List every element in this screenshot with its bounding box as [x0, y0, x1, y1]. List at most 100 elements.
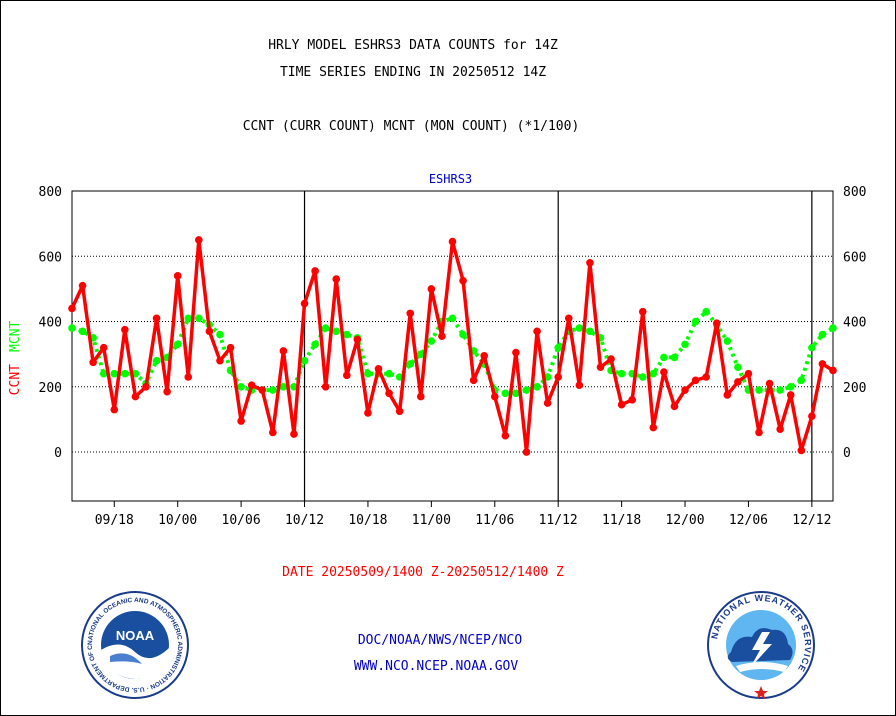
mcnt-series-point: [237, 382, 245, 391]
x-tick-label: 10/06: [222, 513, 261, 528]
ccnt-series-point: [279, 347, 288, 355]
ccnt-series-point: [195, 236, 203, 244]
y-tick-label-right: 600: [843, 250, 866, 265]
y-tick-label-right: 800: [843, 185, 866, 200]
ccnt-series-point: [586, 258, 594, 267]
mcnt-series-point: [681, 340, 689, 349]
mcnt-series-point: [184, 314, 193, 323]
ccnt-series-point: [660, 368, 668, 376]
ccnt-series-point: [776, 425, 784, 434]
ccnt-series-point: [395, 407, 404, 416]
x-tick-label: 10/18: [348, 513, 387, 528]
ccnt-series-point: [247, 381, 256, 389]
mcnt-series-point: [533, 382, 541, 391]
mcnt-series-point: [586, 327, 594, 336]
ccnt-series-point: [226, 343, 235, 352]
mcnt-series-point: [300, 356, 309, 365]
mcnt-series-point: [660, 353, 668, 362]
ccnt-series-point: [734, 378, 742, 386]
mcnt-series-point: [173, 340, 182, 349]
mcnt-series-point: [311, 340, 319, 349]
noaa-logo: NATIONAL OCEANIC AND ATMOSPHERIC ADMINIS…: [80, 590, 189, 699]
ccnt-series-point: [744, 369, 753, 378]
ccnt-series-point: [300, 299, 309, 308]
ccnt-series-point: [702, 373, 710, 381]
ccnt-series-point: [321, 382, 330, 391]
mcnt-series-point: [734, 363, 742, 372]
ccnt-series-point: [152, 314, 161, 323]
mcnt-series-point: [78, 327, 87, 336]
mcnt-series-point: [448, 314, 457, 323]
mcnt-series-point: [99, 369, 108, 378]
mcnt-series-point: [385, 369, 393, 378]
ccnt-series-point: [353, 335, 362, 344]
url-line: WWW.NCO.NCEP.NOAA.GOV: [353, 659, 519, 674]
y-tick-label-right: 400: [843, 316, 866, 331]
ccnt-series-point: [765, 379, 774, 388]
ccnt-series-point: [691, 376, 700, 385]
mcnt-series-point: [755, 386, 763, 394]
mcnt-series-point: [427, 337, 436, 345]
ccnt-series-point: [343, 371, 351, 380]
mcnt-series-point: [638, 373, 647, 381]
ccnt-series-point: [205, 327, 214, 336]
mcnt-series-point: [786, 382, 795, 391]
ccnt-series-point: [818, 360, 827, 368]
ccnt-series-point: [406, 309, 415, 318]
nws-logo: NATIONAL WEATHER SERVICE: [707, 591, 815, 699]
x-tick-label: 10/00: [158, 513, 197, 528]
mcnt-series-point: [522, 386, 531, 394]
y-tick-label-left: 600: [39, 250, 62, 265]
ccnt-series-point: [712, 319, 721, 327]
y-tick-label-left: 200: [39, 381, 62, 396]
ccnt-series-point: [512, 348, 520, 357]
ccnt-series-point: [649, 423, 658, 432]
mcnt-series-point: [121, 369, 129, 378]
mcnt-series-point: [808, 343, 816, 352]
mcnt-series-point: [216, 330, 224, 339]
ccnt-series-point: [427, 285, 436, 293]
y-axis-label-mcnt: MCNT: [8, 321, 23, 352]
y-axis-label-ccnt: CCNT: [8, 364, 23, 395]
ccnt-series-point: [269, 428, 277, 437]
ccnt-series-point: [670, 402, 679, 411]
ccnt-series-point: [638, 307, 647, 316]
chart-subtitle: CCNT (CURR COUNT) MCNT (MON COUNT) (*1/1…: [242, 119, 580, 134]
ccnt-series-point: [89, 358, 97, 367]
chart-title-line2: TIME SERIES ENDING IN 20250512 14Z: [279, 65, 547, 80]
ccnt-series-point: [68, 304, 76, 313]
mcnt-series-point: [691, 317, 700, 326]
x-tick-label: 11/18: [602, 513, 641, 528]
y-tick-label-left: 400: [39, 316, 62, 331]
mcnt-series-point: [797, 376, 806, 385]
ccnt-series-point: [163, 387, 171, 396]
ccnt-series-point: [78, 281, 87, 290]
ccnt-series-point: [596, 363, 605, 372]
ccnt-series-point: [480, 351, 489, 360]
mcnt-series-point: [649, 369, 658, 378]
ccnt-series-point: [469, 376, 478, 385]
ccnt-series-point: [332, 275, 341, 283]
ccnt-series-point: [786, 391, 795, 399]
ccnt-series-point: [364, 409, 372, 417]
y-axis-label: CCNT MCNT: [8, 321, 23, 396]
mcnt-series-point: [406, 360, 415, 368]
ccnt-series-point: [522, 448, 531, 456]
mcnt-series-point: [321, 324, 330, 332]
ccnt-series-point: [829, 366, 837, 375]
plot-frame: [71, 190, 834, 502]
ccnt-series-point: [416, 392, 425, 401]
ccnt-series-point: [543, 399, 552, 407]
ccnt-series-point: [237, 417, 245, 425]
mcnt-series-point: [501, 389, 510, 398]
mcnt-series-point: [195, 314, 203, 323]
ccnt-series-point: [121, 325, 129, 334]
y-tick-label-right: 200: [843, 381, 866, 396]
y-tick-label-left: 0: [54, 446, 62, 461]
ccnt-series-point: [184, 373, 193, 381]
plot-title: ESHRS3: [429, 172, 472, 186]
ccnt-series-point: [533, 327, 541, 336]
mcnt-series-point: [269, 386, 277, 394]
mcnt-series-point: [512, 389, 520, 398]
